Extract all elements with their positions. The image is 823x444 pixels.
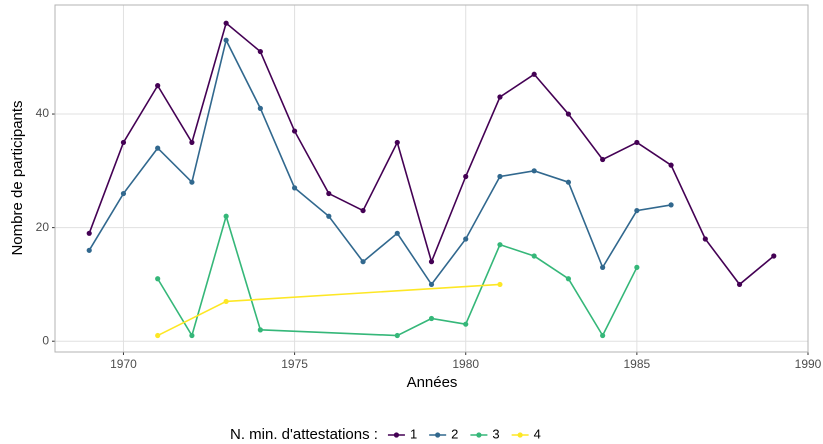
data-point <box>600 332 606 339</box>
data-point <box>702 236 708 242</box>
data-point <box>189 179 195 185</box>
data-point <box>600 264 606 270</box>
data-point <box>531 168 537 174</box>
x-tick-label: 1975 <box>281 357 308 371</box>
data-point <box>634 207 640 214</box>
legend-label: 2 <box>451 426 458 441</box>
data-point <box>120 190 127 197</box>
data-point <box>736 281 743 288</box>
data-point <box>189 139 195 146</box>
data-point <box>155 332 161 339</box>
data-point <box>565 179 572 185</box>
data-point <box>257 105 263 111</box>
data-point <box>326 190 332 197</box>
data-point <box>360 207 366 214</box>
data-point <box>463 173 469 180</box>
legend-swatch-point <box>393 432 400 438</box>
data-point <box>634 264 640 270</box>
data-point <box>428 315 435 322</box>
data-point <box>428 281 435 288</box>
data-point <box>360 259 366 265</box>
legend-label: 4 <box>534 426 541 441</box>
data-point <box>223 37 229 43</box>
y-tick-label: 20 <box>36 220 50 234</box>
data-point <box>565 111 572 117</box>
data-point <box>428 259 435 265</box>
x-tick-label: 1980 <box>452 357 479 371</box>
data-point <box>223 20 229 26</box>
data-point <box>463 236 469 242</box>
data-point <box>497 94 503 100</box>
data-point <box>565 276 572 282</box>
data-point <box>463 321 469 327</box>
x-tick-label: 1985 <box>624 357 651 371</box>
data-point <box>394 332 400 339</box>
data-point <box>291 128 298 134</box>
x-tick-label: 1970 <box>110 357 137 371</box>
data-point <box>531 253 537 259</box>
series-line <box>156 213 638 338</box>
data-point <box>668 202 674 208</box>
legend-title: N. min. d'attestations : <box>230 426 378 443</box>
data-point <box>257 327 263 333</box>
data-point <box>189 332 195 339</box>
data-point <box>257 48 263 55</box>
data-point <box>86 247 92 253</box>
data-point <box>223 298 229 305</box>
y-tick-label: 40 <box>36 106 50 120</box>
series-line <box>88 37 672 286</box>
data-point <box>600 156 606 163</box>
data-point <box>497 173 503 180</box>
data-point <box>291 185 298 191</box>
data-point <box>86 230 92 236</box>
legend-swatch-point <box>435 432 441 438</box>
legend-swatch-point <box>517 432 523 438</box>
data-point <box>326 213 332 219</box>
data-point <box>155 145 161 151</box>
data-point <box>120 139 127 146</box>
data-point <box>223 213 229 219</box>
plot-border <box>54 4 809 353</box>
data-point <box>394 230 400 236</box>
data-point <box>668 162 674 168</box>
data-point <box>771 253 777 259</box>
data-point <box>155 276 161 282</box>
x-tick-label: 1990 <box>795 357 822 371</box>
data-point <box>155 83 161 89</box>
y-tick-label: 0 <box>42 333 49 347</box>
legend-label: 1 <box>410 426 417 441</box>
x-axis-title: Années <box>407 374 458 391</box>
data-point <box>497 281 503 288</box>
legend-label: 3 <box>492 426 499 441</box>
plot-background <box>55 5 808 352</box>
y-axis-title: Nombre de participants <box>9 100 26 255</box>
data-point <box>497 242 503 248</box>
legend-swatch-point <box>476 432 482 438</box>
data-point <box>634 139 640 146</box>
data-point <box>531 71 537 77</box>
data-point <box>394 139 400 146</box>
